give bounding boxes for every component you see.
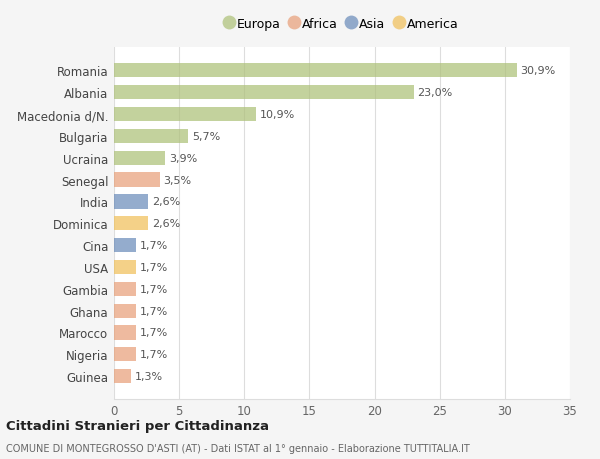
Bar bbox=[114, 108, 256, 122]
Bar bbox=[114, 217, 148, 231]
Text: 2,6%: 2,6% bbox=[152, 197, 180, 207]
Bar bbox=[114, 260, 136, 274]
Text: 1,7%: 1,7% bbox=[140, 284, 169, 294]
Bar bbox=[114, 304, 136, 318]
Text: 1,7%: 1,7% bbox=[140, 263, 169, 272]
Text: 5,7%: 5,7% bbox=[192, 132, 220, 141]
Text: Cittadini Stranieri per Cittadinanza: Cittadini Stranieri per Cittadinanza bbox=[6, 419, 269, 432]
Text: 30,9%: 30,9% bbox=[520, 66, 556, 76]
Bar bbox=[114, 195, 148, 209]
Bar bbox=[114, 239, 136, 252]
Text: 23,0%: 23,0% bbox=[418, 88, 453, 98]
Bar bbox=[114, 173, 160, 187]
Bar bbox=[114, 369, 131, 383]
Text: 1,7%: 1,7% bbox=[140, 241, 169, 251]
Bar bbox=[114, 86, 413, 100]
Text: 1,7%: 1,7% bbox=[140, 349, 169, 359]
Bar bbox=[114, 151, 165, 166]
Bar bbox=[114, 129, 188, 144]
Text: 3,9%: 3,9% bbox=[169, 153, 197, 163]
Legend: Europa, Africa, Asia, America: Europa, Africa, Asia, America bbox=[223, 16, 461, 34]
Text: 10,9%: 10,9% bbox=[260, 110, 295, 120]
Text: 1,7%: 1,7% bbox=[140, 328, 169, 338]
Bar bbox=[114, 282, 136, 296]
Text: 3,5%: 3,5% bbox=[164, 175, 191, 185]
Bar bbox=[114, 347, 136, 362]
Bar bbox=[114, 64, 517, 78]
Text: 2,6%: 2,6% bbox=[152, 219, 180, 229]
Text: 1,7%: 1,7% bbox=[140, 306, 169, 316]
Bar bbox=[114, 325, 136, 340]
Text: 1,3%: 1,3% bbox=[135, 371, 163, 381]
Text: COMUNE DI MONTEGROSSO D'ASTI (AT) - Dati ISTAT al 1° gennaio - Elaborazione TUTT: COMUNE DI MONTEGROSSO D'ASTI (AT) - Dati… bbox=[6, 443, 470, 453]
